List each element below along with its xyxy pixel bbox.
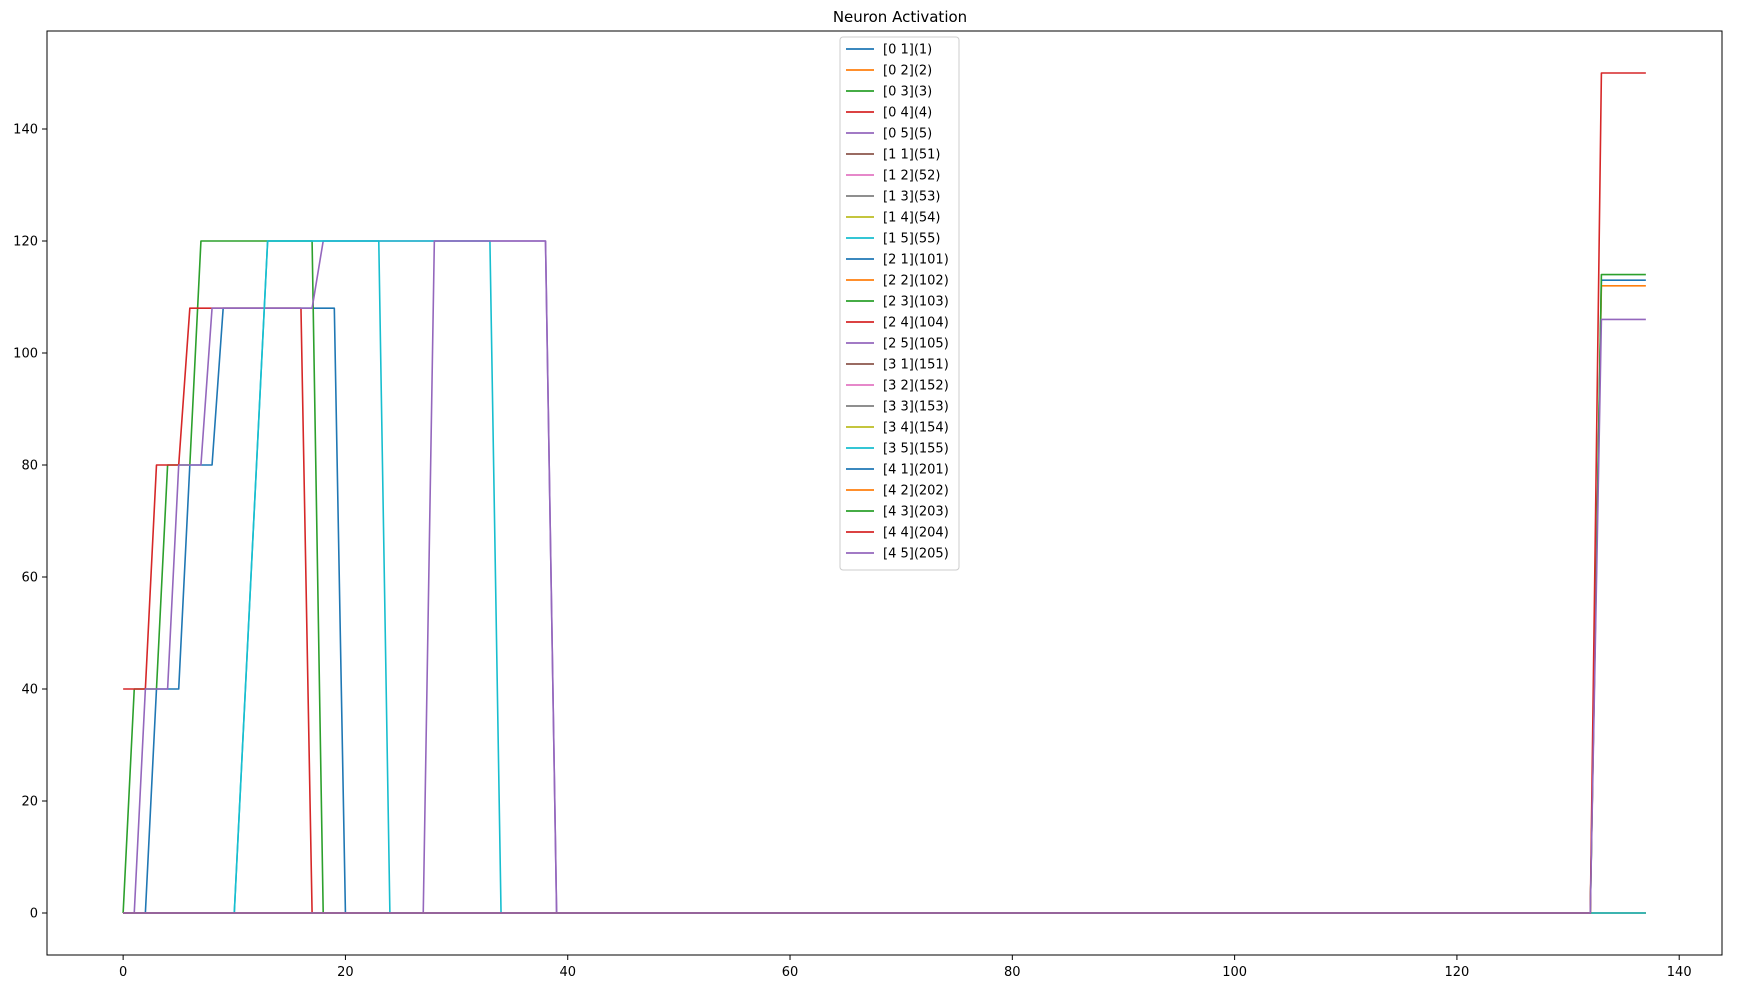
legend-label: [1 5](55) <box>883 232 941 247</box>
legend-label: [4 1](201) <box>883 463 949 478</box>
y-tick-label: 80 <box>21 459 38 474</box>
x-tick-label: 120 <box>1444 965 1469 980</box>
plot-area <box>122 72 1646 914</box>
legend-label: [1 2](52) <box>883 169 941 184</box>
x-tick-label: 60 <box>782 965 799 980</box>
legend-label: [0 3](3) <box>883 85 932 100</box>
legend-label: [3 4](154) <box>883 421 949 436</box>
legend-label: [0 5](5) <box>883 127 932 142</box>
x-tick-label: 80 <box>1004 965 1021 980</box>
legend-box <box>839 36 960 571</box>
x-tick-label: 40 <box>559 965 576 980</box>
y-tick-label: 120 <box>13 235 38 250</box>
legend-label: [3 1](151) <box>883 358 949 373</box>
legend-label: [4 3](203) <box>883 505 949 520</box>
plot-frame <box>46 30 1723 956</box>
x-tick-label: 140 <box>1667 965 1692 980</box>
legend-label: [2 5](105) <box>883 337 949 352</box>
legend-label: [4 2](202) <box>883 484 949 499</box>
legend: [0 1](1) [0 2](2) [0 3](3) [0 4](4) [0 5](5)… <box>839 36 960 571</box>
legend-label: [1 3](53) <box>883 190 941 205</box>
legend-label: [2 1](101) <box>883 253 949 268</box>
legend-label: [2 2](102) <box>883 274 949 289</box>
x-tick-label: 0 <box>119 965 127 980</box>
y-tick-label: 20 <box>21 795 38 810</box>
x-tick-label: 100 <box>1222 965 1247 980</box>
y-axis: 0 20 40 60 80 100 120 140 <box>13 123 47 922</box>
legend-label: [1 4](54) <box>883 211 941 226</box>
x-tick-label: 20 <box>337 965 354 980</box>
chart-title: Neuron Activation <box>833 8 967 26</box>
legend-label: [3 2](152) <box>883 379 949 394</box>
legend-label: [4 5](205) <box>883 547 949 562</box>
x-axis: 0 20 40 60 80 100 120 140 <box>119 955 1692 980</box>
legend-label: [2 4](104) <box>883 316 949 331</box>
legend-label: [3 5](155) <box>883 442 949 457</box>
series-line-3 <box>123 307 1646 914</box>
legend-label: [0 4](4) <box>883 106 932 121</box>
y-tick-label: 40 <box>21 683 38 698</box>
legend-label: [0 2](2) <box>883 64 932 79</box>
legend-label: [1 1](51) <box>883 148 941 163</box>
y-tick-label: 60 <box>21 571 38 586</box>
y-tick-label: 140 <box>13 123 38 138</box>
series-line-24 <box>123 318 1646 914</box>
legend-label: [3 3](153) <box>883 400 949 415</box>
legend-label: [4 4](204) <box>883 526 949 541</box>
legend-label: [2 3](103) <box>883 295 949 310</box>
y-tick-label: 0 <box>30 907 38 922</box>
y-tick-label: 100 <box>13 347 38 362</box>
legend-label: [0 1](1) <box>883 43 932 58</box>
